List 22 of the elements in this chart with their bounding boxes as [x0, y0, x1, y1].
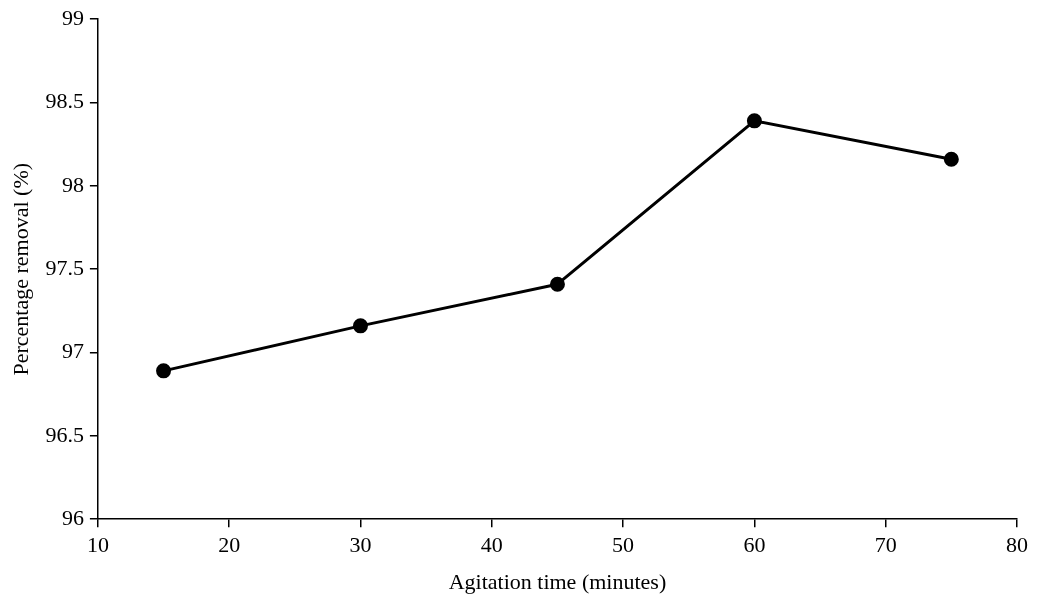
point — [943, 151, 959, 167]
x-tick-label: 10 — [86, 532, 109, 558]
x-tick-label: 60 — [743, 532, 766, 558]
point — [353, 318, 368, 334]
x-tick-label: 70 — [874, 532, 897, 558]
point — [156, 363, 172, 379]
x-tick-label: 30 — [349, 532, 372, 558]
y-tick-label: 96 — [61, 504, 84, 530]
y-tick-label: 98 — [61, 171, 84, 197]
y-tick-label: 96.5 — [45, 421, 84, 447]
point — [746, 113, 762, 129]
x-tick-label: 40 — [480, 532, 503, 558]
x-axis-title: Agitation time (minutes) — [448, 568, 667, 594]
y-tick-label: 99 — [61, 4, 84, 30]
x-tick-label: 80 — [1006, 532, 1028, 558]
y-tick-label: 97 — [61, 338, 84, 364]
y-axis-title: Percentage removal (%) — [7, 162, 33, 376]
x-tick-label: 50 — [612, 532, 635, 558]
y-tick-label: 97.5 — [45, 254, 84, 280]
x-tick-label: 20 — [218, 532, 241, 558]
y-tick-label: 98.5 — [45, 88, 84, 114]
point — [549, 276, 565, 292]
